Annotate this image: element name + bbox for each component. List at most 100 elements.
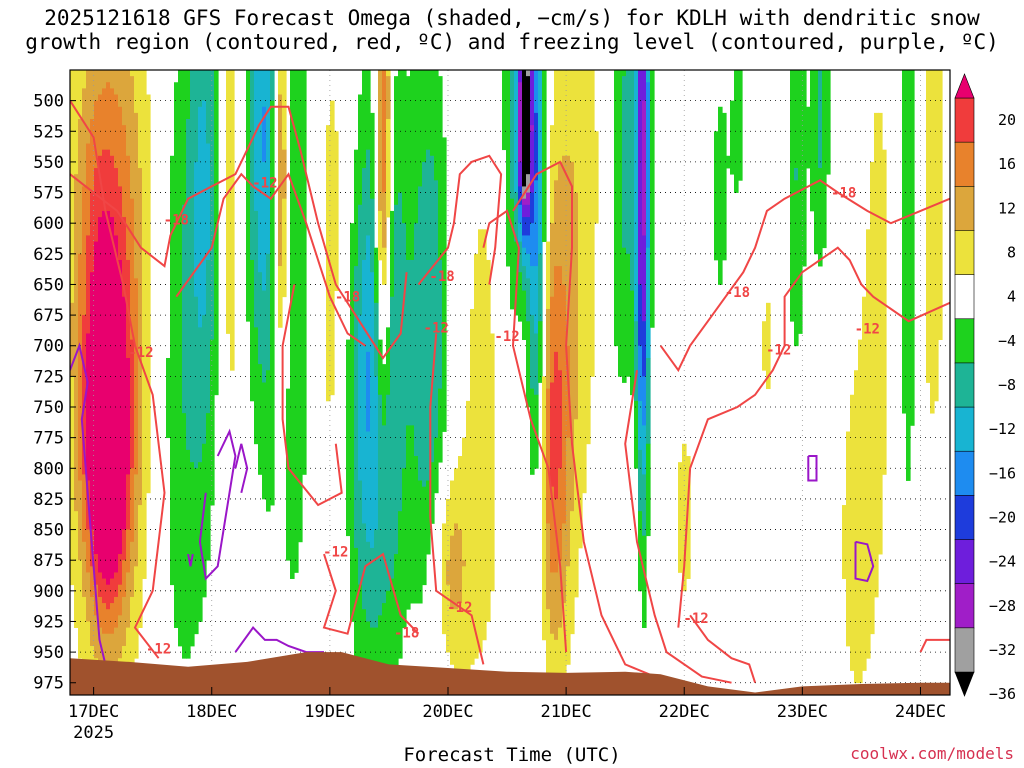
dgz-contour-12g [677, 246, 950, 628]
omega-cell [546, 609, 551, 695]
omega-cell [82, 88, 87, 187]
omega-cell [114, 168, 119, 236]
omega-cell [626, 253, 631, 377]
omega-cell [518, 82, 523, 163]
omega-cell [202, 443, 207, 598]
contour-label: -12 [252, 176, 277, 192]
omega-cell [430, 155, 435, 463]
omega-cell [542, 70, 547, 242]
colorbar-label: −4 [998, 332, 1016, 350]
omega-cell [130, 596, 135, 684]
omega-cell [530, 125, 535, 132]
colorbar-bin [954, 495, 975, 541]
x-tick-label: 23DEC [777, 702, 828, 722]
omega-cell [366, 541, 371, 622]
omega-cell [266, 370, 271, 512]
omega-cell [538, 321, 543, 383]
omega-cell [98, 70, 103, 95]
colorbar-label: −20 [989, 508, 1016, 526]
x-axis-label: Forecast Time (UTC) [403, 744, 621, 766]
omega-cell [374, 302, 379, 377]
omega-cell [642, 376, 647, 426]
y-tick-label: 950 [33, 643, 64, 663]
credit-link[interactable]: coolwx.com/models [850, 744, 1014, 763]
omega-cell [378, 210, 383, 261]
omega-cell [122, 560, 127, 598]
omega-cell [558, 266, 563, 371]
omega-cell [522, 198, 527, 206]
colorbar-bin [954, 318, 975, 364]
freezing-contour [70, 342, 107, 665]
omega-cell [378, 615, 383, 695]
omega-cell [362, 70, 367, 169]
omega-cell [118, 584, 123, 616]
omega-cell [906, 70, 911, 481]
omega-cell [94, 70, 99, 102]
omega-cell [438, 76, 443, 261]
y-tick-label: 700 [33, 337, 64, 357]
omega-cell [590, 70, 595, 377]
omega-cell [90, 272, 95, 530]
omega-cell [526, 235, 531, 255]
omega-cell [518, 272, 523, 322]
omega-cell [122, 217, 127, 298]
y-tick-label: 575 [33, 184, 64, 204]
omega-cell [202, 100, 207, 316]
omega-cell [86, 621, 91, 695]
omega-cell [526, 253, 531, 279]
omega-cell [90, 70, 95, 120]
omega-cell [630, 290, 635, 396]
omega-cell [178, 70, 183, 647]
y-tick-label: 800 [33, 459, 64, 479]
omega-cell [826, 70, 831, 175]
omega-cell [458, 456, 463, 530]
omega-cell [174, 82, 179, 628]
omega-cell [522, 235, 527, 249]
omega-cell [646, 357, 651, 445]
omega-cell [126, 474, 131, 530]
dgz-contour-12h [689, 614, 757, 684]
omega-cell [106, 210, 111, 586]
omega-cell [102, 633, 107, 671]
colorbar-label: 4 [1007, 288, 1016, 306]
omega-cell [130, 468, 135, 543]
omega-cell [518, 161, 523, 187]
omega-cell [566, 566, 571, 665]
omega-cell [362, 168, 367, 261]
omega-cell [418, 186, 423, 481]
omega-cell [558, 560, 563, 628]
omega-cell [262, 161, 267, 291]
omega-cell [402, 468, 407, 628]
omega-cell [138, 168, 143, 506]
colorbar-bin [954, 97, 975, 143]
omega-cell [122, 70, 127, 126]
contour-label: -18 [725, 285, 750, 301]
omega-cell [634, 70, 639, 322]
omega-cell [102, 603, 107, 635]
omega-cell [434, 437, 439, 494]
omega-cell [534, 394, 539, 469]
omega-cell [442, 137, 447, 432]
omega-cell [334, 131, 339, 291]
omega-cell [394, 554, 399, 678]
omega-cell [190, 70, 195, 463]
omega-cell [110, 578, 115, 604]
dgz-contour-18c [417, 154, 503, 286]
omega-cell [594, 131, 599, 224]
dgz-contour-12 [70, 100, 166, 659]
omega-cell [530, 192, 535, 224]
omega-cell [390, 578, 395, 695]
omega-cell [366, 431, 371, 543]
contour-label: -18 [164, 213, 189, 229]
colorbar-label: −12 [989, 420, 1016, 438]
omega-cell [250, 259, 255, 402]
omega-cell [570, 511, 575, 635]
omega-cell [546, 308, 551, 390]
omega-cell [818, 168, 823, 267]
dgz-contour-18e [659, 179, 950, 373]
omega-cell [418, 70, 423, 187]
colorbar-label: 20 [998, 111, 1016, 129]
omega-cell [558, 70, 563, 163]
omega-cell [358, 480, 363, 586]
omega-cell [726, 155, 731, 169]
